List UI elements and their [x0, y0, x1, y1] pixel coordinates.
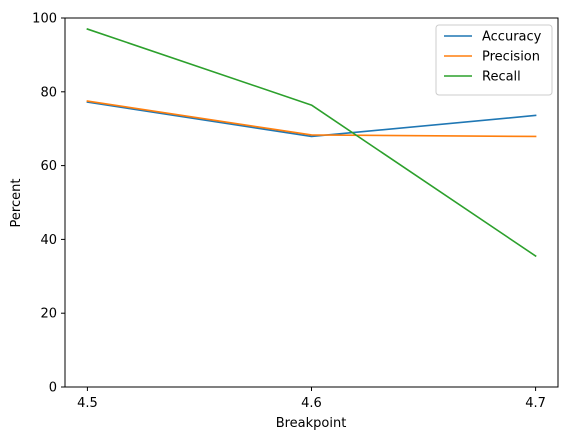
- x-axis: 4.5 4.6 4.7: [77, 387, 546, 411]
- x-tick-label: 4.5: [77, 396, 98, 411]
- x-tick-label: 4.6: [301, 396, 322, 411]
- y-tick-label: 40: [40, 233, 57, 248]
- legend-label-precision: Precision: [482, 50, 540, 65]
- y-axis: 0 20 40 60 80 100: [32, 12, 65, 396]
- legend-label-accuracy: Accuracy: [482, 30, 542, 45]
- y-tick-label: 0: [49, 381, 57, 396]
- y-tick-label: 60: [40, 159, 57, 174]
- y-tick-label: 100: [32, 12, 57, 27]
- x-axis-label: Breakpoint: [276, 416, 347, 431]
- series-layer: [86, 28, 537, 258]
- x-tick-label: 4.7: [525, 396, 546, 411]
- y-tick-label: 20: [40, 307, 57, 322]
- y-tick-label: 80: [40, 85, 57, 100]
- legend-label-recall: Recall: [482, 70, 521, 85]
- legend: Accuracy Precision Recall: [435, 24, 553, 96]
- legend-box: [435, 24, 553, 96]
- y-axis-label: Percent: [9, 179, 24, 228]
